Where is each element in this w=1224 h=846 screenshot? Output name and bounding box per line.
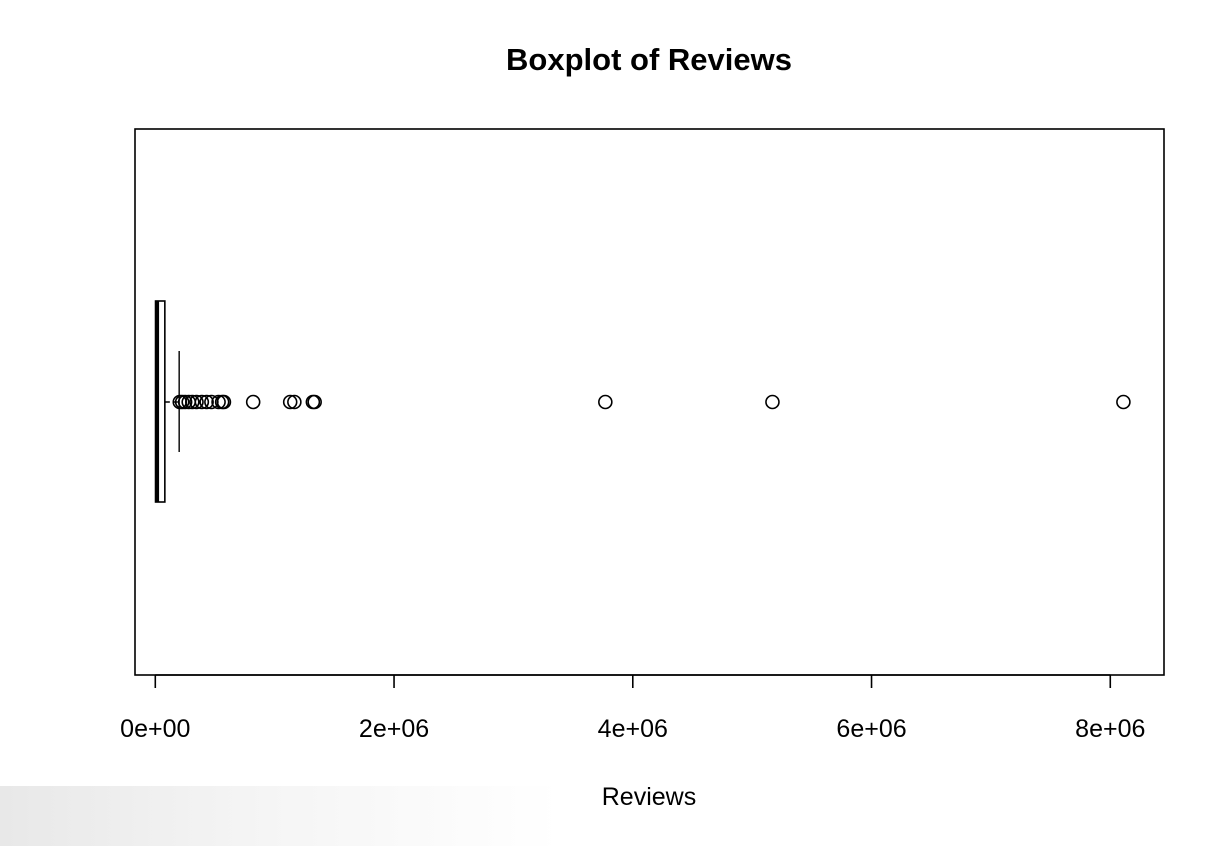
chart-title: Boxplot of Reviews (506, 42, 792, 77)
outlier-point (765, 394, 780, 410)
box-group (154, 300, 180, 503)
x-tick-label: 0e+00 (120, 715, 190, 743)
x-axis: 0e+00 2e+06 4e+06 6e+06 8e+06 (120, 674, 1145, 743)
outlier-point (211, 394, 226, 410)
outlier-point (307, 394, 322, 410)
outlier-point (282, 394, 298, 410)
outlier-point (194, 394, 210, 410)
outlier-point (189, 394, 204, 410)
outlier-point (598, 394, 613, 410)
plot-frame (134, 128, 1165, 676)
outlier-group (172, 394, 1131, 410)
x-tick-label: 2e+06 (359, 715, 429, 743)
x-tick-label: 6e+06 (836, 715, 906, 743)
x-tick-label: 8e+06 (1075, 715, 1145, 743)
x-tick-label: 4e+06 (598, 715, 668, 743)
outlier-point (184, 394, 200, 410)
outlier-point (287, 394, 302, 410)
outlier-point (216, 394, 232, 410)
outlier-point (199, 394, 214, 410)
outlier-point (177, 394, 193, 410)
x-axis-label: Reviews (602, 783, 696, 811)
outlier-point (1116, 394, 1131, 410)
outlier-point (245, 394, 261, 410)
